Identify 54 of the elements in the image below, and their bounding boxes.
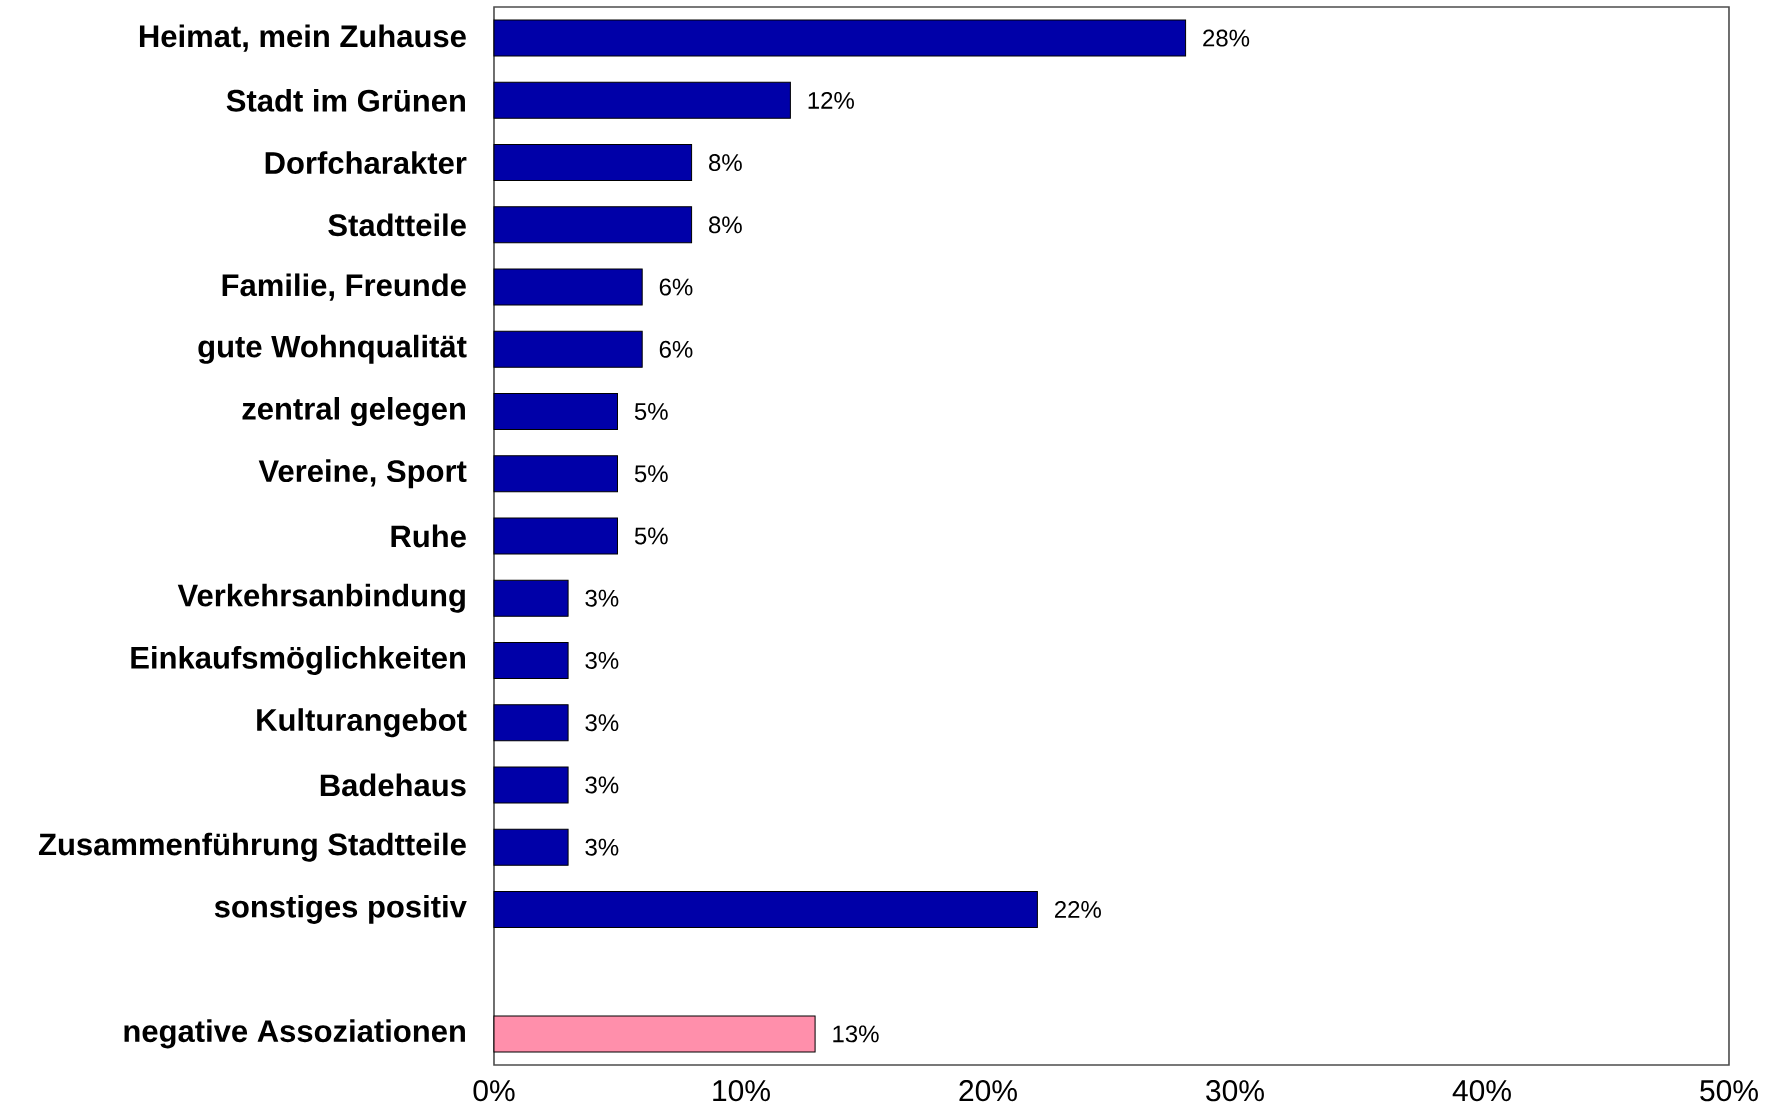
y-tick-label: Vereine, Sport (258, 459, 467, 489)
data-label: 5% (634, 403, 668, 420)
data-label: 6% (659, 340, 693, 358)
bar (493, 455, 618, 493)
x-tick-label: 20% (959, 1080, 1017, 1102)
data-label: 8% (709, 216, 742, 234)
data-label: 5% (634, 465, 668, 483)
x-tick-label: 50% (1700, 1080, 1758, 1102)
bar (493, 828, 569, 866)
y-tick-label: gute Wohnqualität (198, 334, 467, 364)
data-label: 28% (1203, 29, 1250, 47)
bar (493, 393, 618, 431)
y-tick-label: sonstiges positiv (214, 894, 467, 924)
bar (493, 330, 643, 368)
bar (493, 641, 569, 679)
x-tick-label: 0% (473, 1080, 515, 1102)
bar (493, 579, 569, 617)
y-tick-label: Dorfcharakter (265, 151, 467, 174)
y-tick-label: Kulturangebot (257, 708, 467, 738)
y-tick-label: Stadt im Grünen (226, 88, 465, 112)
data-label: 3% (585, 776, 619, 794)
y-tick-label: Heimat, mein Zuhause (139, 24, 466, 52)
data-label: 5% (634, 527, 668, 545)
bar (493, 81, 791, 119)
x-tick-label: 40% (1452, 1080, 1511, 1102)
bar (493, 704, 569, 742)
y-tick-label: Familie, Freunde (222, 273, 466, 301)
bar (493, 206, 693, 244)
data-label: 3% (585, 838, 619, 856)
y-tick-label: Stadtteile (328, 213, 466, 237)
data-label: 22% (1054, 900, 1101, 918)
y-tick-label: zentral gelegen (242, 397, 465, 427)
data-label: 3% (585, 714, 619, 732)
y-tick-label: Badehaus (320, 773, 466, 797)
data-label: 3% (585, 589, 619, 607)
bar (493, 268, 643, 306)
data-label: 12% (808, 91, 854, 109)
bar (493, 517, 618, 555)
bar (493, 766, 569, 804)
data-label: 8% (709, 154, 742, 172)
data-label: 3% (585, 651, 619, 669)
bar (493, 19, 1187, 57)
bar (493, 890, 1038, 928)
data-label: 13% (833, 1025, 879, 1043)
y-tick-label: negative Assoziationen (124, 1019, 465, 1049)
x-tick-label: 10% (713, 1080, 770, 1102)
y-tick-label: Zusammenführung Stadtteile (38, 832, 466, 862)
x-tick-label: 30% (1206, 1080, 1264, 1102)
y-tick-label: Einkaufsmöglichkeiten (131, 645, 465, 675)
y-tick-label: Ruhe (391, 524, 466, 548)
y-tick-label: Verkehrsanbindung (177, 583, 465, 613)
bar (493, 1015, 816, 1053)
data-label: 6% (659, 278, 693, 296)
bar (493, 144, 693, 182)
